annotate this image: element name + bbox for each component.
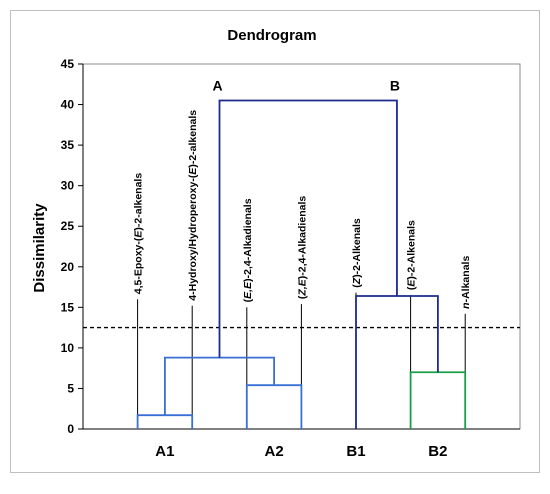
y-tick-label: 45 — [61, 57, 75, 71]
leaf-label-part: ( — [406, 286, 418, 290]
y-tick-label: 35 — [61, 138, 75, 152]
leaf-label-part: ( — [242, 298, 254, 302]
y-tick-label: 25 — [61, 219, 75, 233]
y-tick-label: 30 — [61, 179, 75, 193]
leaf-label: 4,5-Epoxy-(E)-2-alkenals — [133, 173, 145, 295]
leaf-label-part: E — [133, 230, 145, 238]
leaf-label-part: )-2-Alkenals — [406, 220, 418, 280]
y-tick-label: 5 — [67, 381, 74, 395]
group-label: B1 — [346, 443, 365, 460]
cluster-label: B — [390, 78, 400, 94]
leaf-label-part: ( — [351, 284, 363, 288]
leaf-label-part: Z — [351, 277, 363, 285]
cluster-label: A — [212, 78, 222, 94]
y-tick-label: 40 — [61, 98, 75, 112]
group-label: A2 — [265, 443, 284, 460]
group-label: B2 — [428, 443, 447, 460]
leaf-label-part: E — [187, 167, 199, 175]
plot-area: 0510152025303540454,5-Epoxy-(E)-2-alkena… — [61, 57, 521, 460]
leaf-label-part: )-2,4-Alkadienals — [242, 198, 254, 282]
leaf-label-part: )-2-alkenals — [187, 110, 199, 168]
leaf-label: (Z)-2-Alkenals — [351, 218, 363, 288]
leaf-label: (Z,E)-2,4-Alkadienals — [296, 196, 308, 299]
dendrogram-link — [218, 99, 398, 358]
leaf-label-part: E,E — [242, 281, 254, 299]
leaf-label: (E)-2-Alkenals — [406, 220, 418, 290]
leaf-label: 4-Hydroxy/Hydroperoxy-(E)-2-alkenals — [187, 110, 199, 301]
leaf-label-part: )-2-alkenals — [133, 173, 145, 231]
group-label: A1 — [155, 443, 174, 460]
leaf-label-part: 4-Hydroxy/Hydroperoxy-( — [187, 174, 199, 301]
leaf-label-part: E — [406, 279, 418, 287]
leaf-label-part: 4,5-Epoxy-( — [133, 237, 145, 294]
outer-frame — [10, 10, 540, 473]
leaf-label-part: -Alkanals — [460, 256, 472, 303]
leaf-label-part: )-2-Alkenals — [351, 218, 363, 278]
leaf-label-part: ( — [296, 295, 308, 299]
chart-title: Dendrogram — [227, 27, 316, 44]
y-tick-label: 20 — [61, 260, 75, 274]
y-tick-label: 15 — [61, 300, 75, 314]
leaf-label-part: Z,E — [296, 278, 308, 296]
y-axis-label: Dissimilarity — [31, 203, 48, 293]
y-tick-label: 10 — [61, 341, 75, 355]
leaf-label: (E,E)-2,4-Alkadienals — [242, 198, 254, 302]
leaf-label: n-Alkanals — [460, 256, 472, 309]
leaf-label-part: n — [460, 302, 472, 308]
leaf-label-part: )-2,4-Alkadienals — [296, 196, 308, 280]
y-tick-label: 0 — [67, 422, 74, 436]
